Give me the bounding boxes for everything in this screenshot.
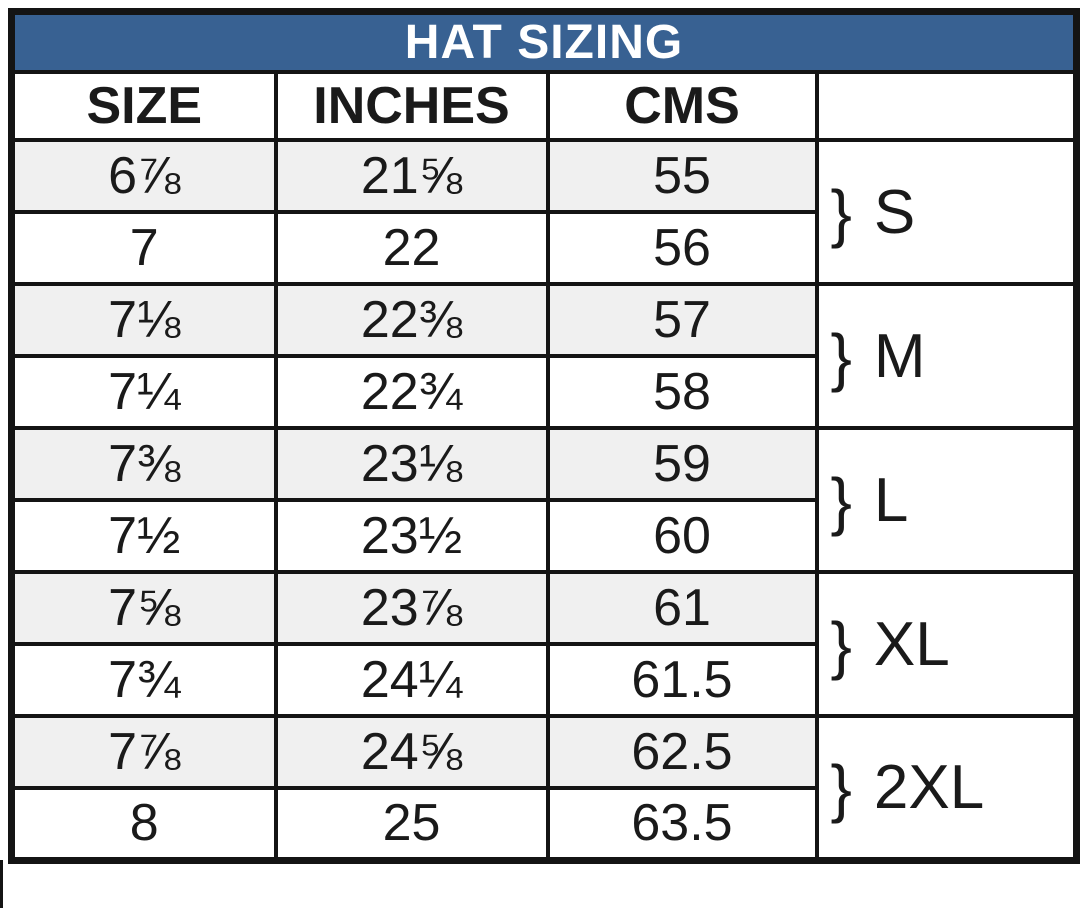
cell-size: 7⅛ — [9, 282, 278, 358]
cell-cms: 61.5 — [545, 642, 819, 718]
size-group-cell: } XL — [814, 570, 1079, 718]
cell-inches: 23⅞ — [273, 570, 550, 646]
cell-size: 7 — [9, 210, 278, 286]
cell-cms: 60 — [545, 498, 819, 574]
column-header-inches: INCHES — [273, 70, 550, 142]
sizing-table-body: 6⅞ 21⅝ 55} S 7 22 56 7⅛ 22⅜ 57} M 7¼ 22¾ 58 7⅜ 23⅛ 59} L 7… — [9, 138, 1079, 862]
brace-glyph: } — [830, 751, 852, 824]
table-row: 7½ 23½ 60 — [9, 498, 1077, 574]
cell-cms: 59 — [545, 426, 819, 502]
table-row: 7⅜ 23⅛ 59} L — [9, 426, 1079, 574]
cell-size: 7⅞ — [9, 714, 278, 790]
table-row: 7¾ 24¼ 61.5 — [9, 642, 1077, 718]
cell-cms: 62.5 — [545, 714, 819, 790]
cell-inches: 22 — [273, 210, 550, 286]
cell-cms: 63.5 — [545, 786, 819, 862]
chart-title: HAT SIZING — [9, 9, 1079, 74]
cell-inches: 24⅝ — [273, 714, 550, 790]
cell-cms: 55 — [545, 138, 819, 214]
size-group-label: S — [873, 177, 916, 247]
size-group-label: M — [873, 321, 926, 391]
hat-sizing-table: HAT SIZING SIZE INCHES CMS 6⅞ 21⅝ 55} S 7 22 5… — [8, 8, 1080, 864]
cell-size: 8 — [9, 786, 278, 862]
cell-inches: 22⅜ — [273, 282, 550, 358]
size-group-cell: } L — [814, 426, 1079, 574]
cell-cms: 61 — [545, 570, 819, 646]
cell-inches: 23½ — [273, 498, 550, 574]
cell-inches: 21⅝ — [273, 138, 550, 214]
brace-glyph: } — [830, 608, 852, 681]
cell-size: 7⅝ — [9, 570, 278, 646]
column-header-row: SIZE INCHES CMS — [9, 70, 1079, 142]
table-row: 7⅞ 24⅝ 62.5} 2XL — [9, 714, 1079, 862]
table-row: 7 22 56 — [9, 210, 1077, 286]
cell-size: 7⅜ — [9, 426, 278, 502]
size-group-cell: } 2XL — [814, 714, 1079, 862]
cell-cms: 57 — [545, 282, 819, 358]
cell-inches: 22¾ — [273, 354, 550, 430]
cell-inches: 23⅛ — [273, 426, 550, 502]
table-row: 6⅞ 21⅝ 55} S — [9, 138, 1079, 286]
table-row: 7⅝ 23⅞ 61} XL — [9, 570, 1079, 718]
cell-cms: 58 — [545, 354, 819, 430]
size-group-label: XL — [873, 609, 950, 679]
brace-glyph: } — [830, 464, 852, 537]
cell-size: 7½ — [9, 498, 278, 574]
scan-artifact-line — [0, 860, 3, 908]
brace-glyph: } — [830, 176, 852, 249]
size-group-label: 2XL — [873, 752, 985, 822]
cell-size: 7¼ — [9, 354, 278, 430]
table-row: 8 25 63.5 — [9, 786, 1077, 862]
cell-cms: 56 — [545, 210, 819, 286]
cell-size: 6⅞ — [9, 138, 278, 214]
title-row: HAT SIZING — [9, 9, 1079, 74]
column-header-size: SIZE — [9, 70, 278, 142]
size-group-cell: } M — [814, 282, 1079, 430]
table-row: 7⅛ 22⅜ 57} M — [9, 282, 1079, 430]
cell-inches: 25 — [273, 786, 550, 862]
column-header-group — [814, 70, 1079, 142]
size-group-label: L — [873, 465, 909, 535]
cell-size: 7¾ — [9, 642, 278, 718]
cell-inches: 24¼ — [273, 642, 550, 718]
brace-glyph: } — [830, 320, 852, 393]
size-group-cell: } S — [814, 138, 1079, 286]
column-header-cms: CMS — [545, 70, 819, 142]
table-row: 7¼ 22¾ 58 — [9, 354, 1077, 430]
